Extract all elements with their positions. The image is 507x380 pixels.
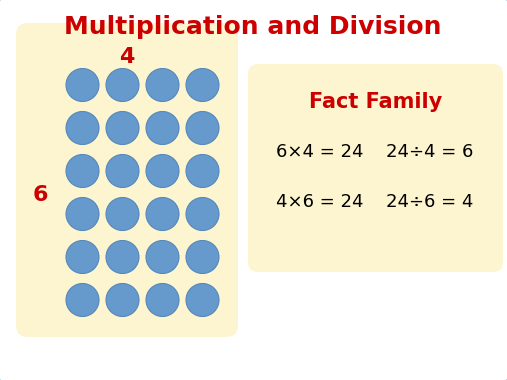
- Text: 24÷6 = 4: 24÷6 = 4: [386, 193, 474, 211]
- Text: 4×6 = 24: 4×6 = 24: [276, 193, 364, 211]
- Ellipse shape: [66, 155, 99, 187]
- Text: 24÷4 = 6: 24÷4 = 6: [386, 143, 474, 161]
- Ellipse shape: [186, 111, 219, 144]
- Text: 6: 6: [32, 185, 48, 205]
- Ellipse shape: [146, 155, 179, 187]
- Ellipse shape: [186, 241, 219, 274]
- Ellipse shape: [186, 68, 219, 101]
- Text: 6×4 = 24: 6×4 = 24: [276, 143, 364, 161]
- Ellipse shape: [66, 283, 99, 317]
- Text: Fact Family: Fact Family: [309, 92, 442, 112]
- Ellipse shape: [106, 198, 139, 231]
- Ellipse shape: [106, 111, 139, 144]
- Text: 4: 4: [119, 47, 135, 67]
- Ellipse shape: [66, 198, 99, 231]
- Ellipse shape: [146, 68, 179, 101]
- Ellipse shape: [146, 198, 179, 231]
- Ellipse shape: [66, 68, 99, 101]
- FancyBboxPatch shape: [16, 23, 238, 337]
- Ellipse shape: [106, 155, 139, 187]
- Ellipse shape: [186, 283, 219, 317]
- FancyBboxPatch shape: [248, 64, 503, 272]
- Ellipse shape: [186, 198, 219, 231]
- Ellipse shape: [106, 68, 139, 101]
- Ellipse shape: [106, 283, 139, 317]
- Ellipse shape: [66, 111, 99, 144]
- Ellipse shape: [146, 241, 179, 274]
- Ellipse shape: [146, 283, 179, 317]
- Text: Multiplication and Division: Multiplication and Division: [64, 15, 442, 39]
- Ellipse shape: [106, 241, 139, 274]
- Ellipse shape: [66, 241, 99, 274]
- Ellipse shape: [186, 155, 219, 187]
- Ellipse shape: [146, 111, 179, 144]
